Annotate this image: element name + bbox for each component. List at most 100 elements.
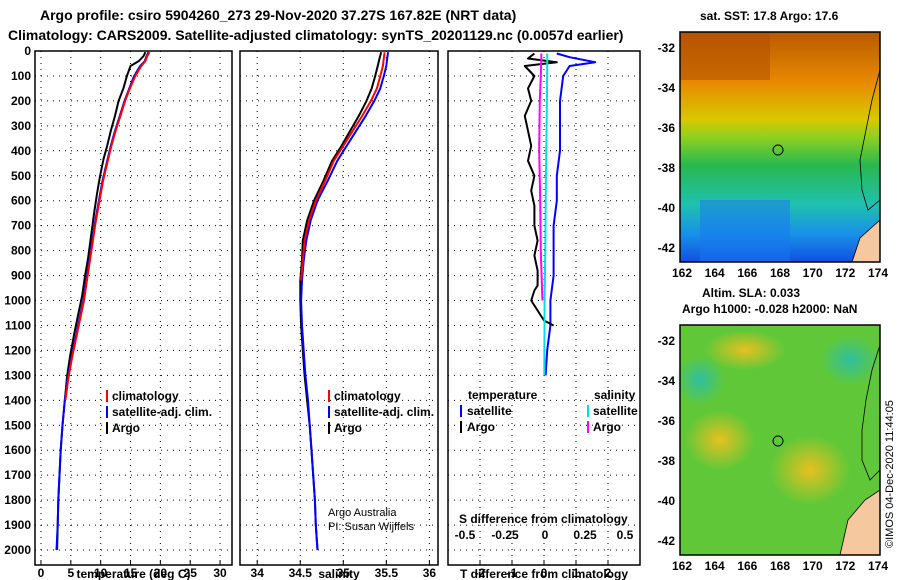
depth-tick-label: 100	[11, 69, 31, 83]
difference-panel: -2 -1 0 1 2 -0.5 -0.25 0 0.25 0.5 T difference fro…	[447, 50, 641, 580]
sst-map-ticks: 162 164 166 168 170 172 174 -32 -34 -36 -38 -40 -42	[658, 41, 889, 280]
sst-argo-location	[772, 144, 784, 156]
sla-map: Altim. SLA: 0.033 Argo h1000: -0.028 h20…	[658, 286, 889, 573]
map-lat-label: -34	[658, 374, 676, 388]
depth-tick-label: 900	[11, 269, 31, 283]
plot-frame	[239, 50, 439, 566]
x-tick-label: 30	[213, 566, 227, 580]
x-axis-label: salinity	[318, 567, 360, 580]
plot-frame	[34, 50, 233, 566]
map-lon-label: 172	[835, 266, 855, 280]
map-lon-label: 170	[803, 266, 823, 280]
x-tick-label: 35	[337, 566, 351, 580]
legend-label-t-satellite: satellite	[467, 404, 512, 418]
map-lon-label: 164	[705, 266, 725, 280]
sla-high-blob	[770, 435, 850, 505]
depth-tick-label: 1400	[4, 393, 31, 407]
depth-tick-label: 1100	[5, 318, 31, 332]
x-tick-label: 35.5	[375, 566, 399, 580]
map-lat-label: -40	[658, 494, 676, 508]
temperature-legend: climatology satellite-adj. clim. Argo	[106, 389, 212, 435]
depth-axis: 0 100 200 300 400 500 600 700 800 900 1000 1100 1200…	[4, 44, 31, 557]
map-lon-label: 170	[803, 559, 823, 573]
depth-tick-label: 400	[11, 144, 31, 158]
legend-label-satellite: satellite-adj. clim.	[334, 405, 434, 419]
depth-tick-label: 300	[11, 119, 31, 133]
header-line2: Climatology: CARS2009. Satellite-adjuste…	[8, 27, 623, 43]
sst-cold-patch	[700, 200, 790, 262]
sla-map-title1: Altim. SLA: 0.033	[702, 286, 800, 300]
depth-tick-label: 1500	[4, 418, 31, 432]
map-lat-label: -32	[658, 334, 676, 348]
legend-header-salinity: salinity	[594, 388, 636, 402]
sst-map-title: sat. SST: 17.8 Argo: 17.6	[700, 9, 839, 23]
x-tick-label: 5	[67, 566, 74, 580]
s-tick-label: 0.25	[573, 528, 597, 542]
map-lon-label: 166	[737, 559, 757, 573]
credit-argo-australia: Argo Australia	[328, 507, 397, 519]
depth-tick-label: 1600	[4, 443, 31, 457]
x-tick-label: 10	[94, 566, 108, 580]
depth-tick-label: 700	[11, 219, 31, 233]
sla-map-title2: Argo h1000: -0.028 h2000: NaN	[682, 302, 857, 316]
map-lat-label: -42	[658, 241, 676, 255]
x-tick-label: 20	[154, 566, 168, 580]
s-tick-label: 0	[542, 528, 549, 542]
series-line-salinity-argo	[538, 53, 544, 301]
depth-tick-label: 500	[11, 169, 31, 183]
salinity-legend: climatology satellite-adj. clim. Argo Ar…	[328, 389, 434, 533]
credit-pi: PI: Susan Wijffels	[328, 521, 414, 533]
x-tick-label: 15	[124, 566, 138, 580]
map-lon-label: 164	[705, 559, 725, 573]
depth-tick-label: 200	[11, 94, 31, 108]
series-line-salinity-satellite	[543, 53, 549, 376]
map-lat-label: -42	[658, 534, 676, 548]
depth-tick-label: 1300	[4, 368, 31, 382]
map-lon-label: 162	[672, 266, 692, 280]
sla-high-blob	[685, 410, 755, 470]
x-tick-label: 34.5	[289, 566, 313, 580]
depth-tick-label: 1800	[4, 493, 31, 507]
sst-warm-patch	[680, 32, 770, 80]
series-line-climatology	[64, 51, 151, 401]
legend-header-temperature: temperature	[468, 388, 538, 402]
map-lat-label: -40	[658, 201, 676, 215]
map-lat-label: -34	[658, 81, 676, 95]
depth-tick-label: 1700	[4, 468, 31, 482]
map-lon-label: 166	[737, 266, 757, 280]
x-axis-label: temperature (deg C)	[76, 567, 190, 580]
x-tick-label: -1	[507, 566, 518, 580]
sla-map-ticks: 162 164 166 168 170 172 174 -32 -34 -36 -38 -40 -42	[658, 334, 889, 573]
s-tick-label: -0.5	[455, 528, 476, 542]
difference-legend: temperature salinity satellite Argo sate…	[459, 388, 638, 526]
series-line-satellite-adj-clim-	[300, 52, 390, 551]
map-lon-label: 168	[770, 266, 790, 280]
legend-label-t-argo: Argo	[467, 420, 495, 434]
imos-credit: ©IMOS 04-Dec-2020 11:44:05	[884, 400, 896, 548]
map-lon-label: 174	[868, 559, 888, 573]
depth-tick-label: 1000	[4, 294, 31, 308]
series-line-climatology	[300, 52, 386, 281]
x-tick-label: 25	[184, 566, 198, 580]
sst-coastline	[859, 69, 881, 211]
map-lon-label: 168	[770, 559, 790, 573]
x-tick-label: 36	[423, 566, 437, 580]
x-tick-label: 1	[573, 566, 580, 580]
sla-high-blob	[705, 330, 785, 370]
legend-label-argo: Argo	[112, 421, 140, 435]
map-lat-label: -32	[658, 41, 676, 55]
s-difference-axis-label: S difference from climatology	[459, 512, 628, 526]
x-axis-label: T difference from climatology	[460, 567, 628, 580]
legend-label-satellite: satellite-adj. clim.	[112, 405, 212, 419]
depth-tick-label: 1200	[4, 343, 31, 357]
sla-low-blob	[820, 335, 880, 385]
sst-map: sat. SST: 17.8 Argo: 17.6 162 164 166 168 17…	[658, 9, 889, 280]
legend-label-s-argo: Argo	[593, 420, 621, 434]
sla-coastline	[861, 344, 881, 481]
salinity-panel: 34 34.5 35 35.5 36 salinity	[239, 50, 439, 580]
map-lat-label: -38	[658, 454, 676, 468]
legend-label-argo: Argo	[334, 421, 362, 435]
s-tick-label: -0.25	[491, 528, 519, 542]
map-lat-label: -36	[658, 121, 676, 135]
